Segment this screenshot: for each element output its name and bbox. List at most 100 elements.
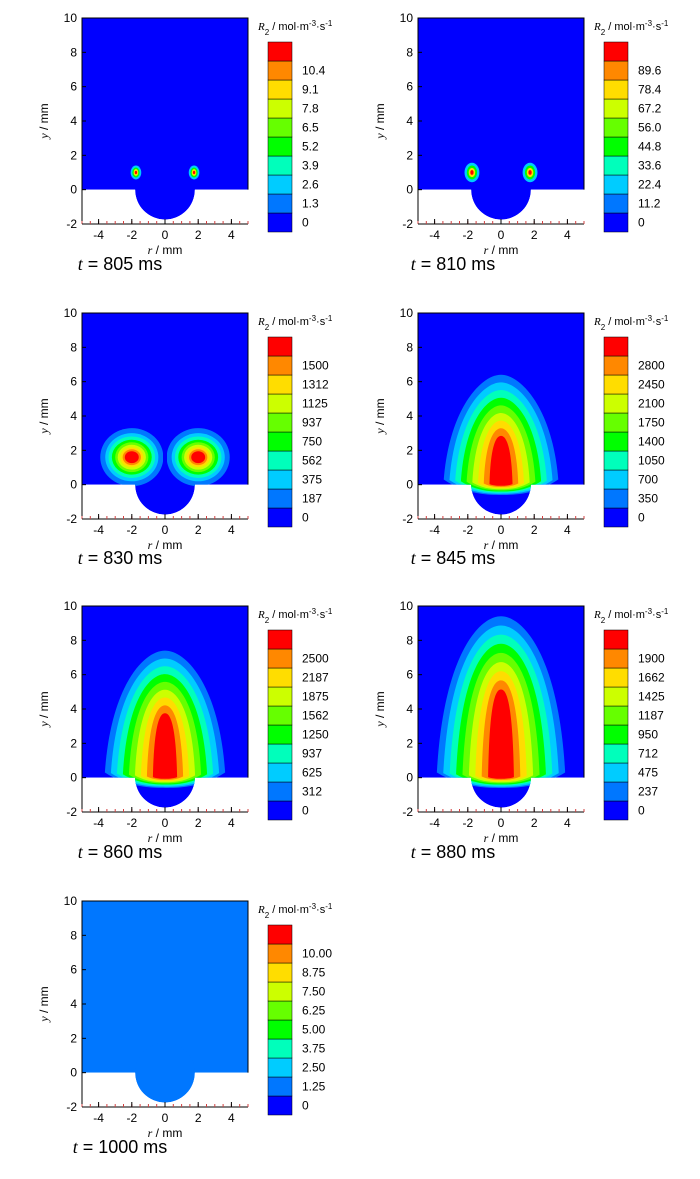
- colorbar-swatch: [603, 193, 629, 214]
- colorbar-swatch: [603, 724, 629, 745]
- colorbar-title: R2 / mol·m-3·s-1: [257, 607, 333, 625]
- contour-level-band: [124, 451, 139, 464]
- contour-panel: -4 -2 0 2 4 -2 0 2 4 6 8 10 r / mm y / mm R2 / mol·m-3…: [0, 0, 345, 295]
- colorbar-tick-label: 3.75: [302, 1042, 326, 1056]
- colorbar-swatch: [267, 469, 293, 490]
- colorbar-swatch: [267, 724, 293, 745]
- time-label: t = 880 ms: [353, 842, 553, 863]
- colorbar-tick-label: 2.50: [302, 1061, 326, 1075]
- colorbar-tick-label: 625: [302, 766, 322, 780]
- y-tick-label: 6: [70, 963, 77, 977]
- colorbar-tick-label: 2187: [302, 671, 329, 685]
- colorbar-tick-label: 0: [638, 804, 645, 818]
- colorbar-tick-label: 937: [302, 747, 322, 761]
- colorbar-tick-label: 89.6: [638, 64, 662, 78]
- time-label: t = 845 ms: [353, 548, 553, 569]
- x-tick-label: 0: [162, 228, 169, 242]
- colorbar-swatch: [267, 212, 293, 233]
- colorbar-swatch: [603, 705, 629, 726]
- colorbar-swatch: [267, 98, 293, 119]
- colorbar-swatch: [267, 431, 293, 452]
- y-tick-label: -2: [66, 217, 77, 231]
- colorbar-swatch: [603, 174, 629, 195]
- colorbar-tick-label: 1250: [302, 728, 329, 742]
- colorbar-tick-label: 0: [638, 216, 645, 230]
- contour-panel: -4 -2 0 2 4 -2 0 2 4 6 8 10 r / mm y / mm R2 / mol·m-3…: [336, 588, 681, 883]
- y-tick-label: -2: [402, 217, 413, 231]
- colorbar-tick-label: 1500: [302, 359, 329, 373]
- time-variable: t: [77, 548, 83, 568]
- x-tick-label: -2: [462, 228, 473, 242]
- time-variable: t: [410, 842, 416, 862]
- colorbar-swatch: [267, 336, 293, 357]
- x-tick-label: 4: [564, 523, 571, 537]
- colorbar-tick-label: 7.8: [302, 102, 319, 116]
- colorbar-swatch: [267, 488, 293, 509]
- time-value: = 1000 ms: [77, 1137, 168, 1157]
- y-tick-label: 0: [70, 183, 77, 197]
- y-tick-label: 10: [64, 894, 78, 908]
- y-tick-label: 8: [70, 45, 77, 59]
- contour-plot: -4 -2 0 2 4 -2 0 2 4 6 8 10 r / mm y / mm R2 / mol·m-3…: [373, 599, 669, 845]
- contour-level-band: [192, 170, 196, 175]
- colorbar-swatch: [267, 629, 293, 650]
- x-tick-label: 4: [564, 228, 571, 242]
- colorbar-swatch: [603, 60, 629, 81]
- colorbar-tick-label: 5.00: [302, 1023, 326, 1037]
- y-tick-label: 10: [400, 306, 414, 320]
- colorbar-tick-label: 1050: [638, 454, 665, 468]
- colorbar-tick-label: 5.2: [302, 140, 319, 154]
- colorbar-swatch: [603, 155, 629, 176]
- time-variable: t: [410, 548, 416, 568]
- colorbar-swatch: [603, 79, 629, 100]
- colorbar-swatch: [267, 1057, 293, 1078]
- colorbar-tick-label: 475: [638, 766, 658, 780]
- x-tick-label: 2: [195, 1111, 202, 1125]
- x-tick-label: 2: [195, 523, 202, 537]
- colorbar-tick-label: 2450: [638, 378, 665, 392]
- y-tick-label: -2: [402, 805, 413, 819]
- colorbar-swatch: [267, 193, 293, 214]
- colorbar-swatch: [267, 705, 293, 726]
- colorbar-swatch: [267, 924, 293, 945]
- symmetry-axis-gap: [163, 421, 167, 485]
- x-tick-label: -4: [429, 816, 440, 830]
- y-axis-title: y / mm: [37, 103, 51, 139]
- colorbar-swatch: [603, 41, 629, 62]
- colorbar-tick-label: 187: [302, 492, 322, 506]
- contour-field: [82, 18, 248, 220]
- contour-panel: -4 -2 0 2 4 -2 0 2 4 6 8 10 r / mm y / mm R2 / mol·m-3…: [336, 0, 681, 295]
- y-tick-label: 4: [406, 114, 413, 128]
- time-label: t = 805 ms: [20, 254, 220, 275]
- x-tick-label: -4: [429, 523, 440, 537]
- colorbar-swatch: [267, 355, 293, 376]
- colorbar-swatch: [603, 412, 629, 433]
- colorbar-swatch: [603, 488, 629, 509]
- y-tick-label: 2: [406, 148, 413, 162]
- colorbar-swatch: [267, 743, 293, 764]
- colorbar-tick-label: 11.2: [638, 197, 661, 211]
- time-variable: t: [72, 1137, 78, 1157]
- contour-panel: -4 -2 0 2 4 -2 0 2 4 6 8 10 r / mm y / mm R2 / mol·m-3…: [0, 588, 345, 883]
- y-tick-label: 8: [406, 340, 413, 354]
- contour-field: [82, 901, 248, 1103]
- colorbar-tick-label: 22.4: [638, 178, 662, 192]
- y-tick-label: 0: [406, 183, 413, 197]
- contour-panel: -4 -2 0 2 4 -2 0 2 4 6 8 10 r / mm y / mm R2 / mol·m-3…: [0, 883, 345, 1178]
- y-tick-label: 10: [64, 11, 78, 25]
- y-tick-label: 4: [70, 409, 77, 423]
- y-tick-label: 10: [400, 11, 414, 25]
- colorbar-tick-label: 0: [302, 511, 309, 525]
- colorbar-swatch: [267, 450, 293, 471]
- colorbar-swatch: [603, 355, 629, 376]
- colorbar-swatch: [267, 762, 293, 783]
- time-value: = 830 ms: [82, 548, 163, 568]
- x-tick-label: -4: [93, 1111, 104, 1125]
- x-tick-label: -4: [429, 228, 440, 242]
- colorbar-swatch: [267, 374, 293, 395]
- y-tick-label: 2: [406, 736, 413, 750]
- time-value: = 860 ms: [82, 842, 163, 862]
- y-tick-label: 0: [70, 478, 77, 492]
- y-tick-label: -2: [66, 805, 77, 819]
- colorbar-tick-label: 1900: [638, 652, 665, 666]
